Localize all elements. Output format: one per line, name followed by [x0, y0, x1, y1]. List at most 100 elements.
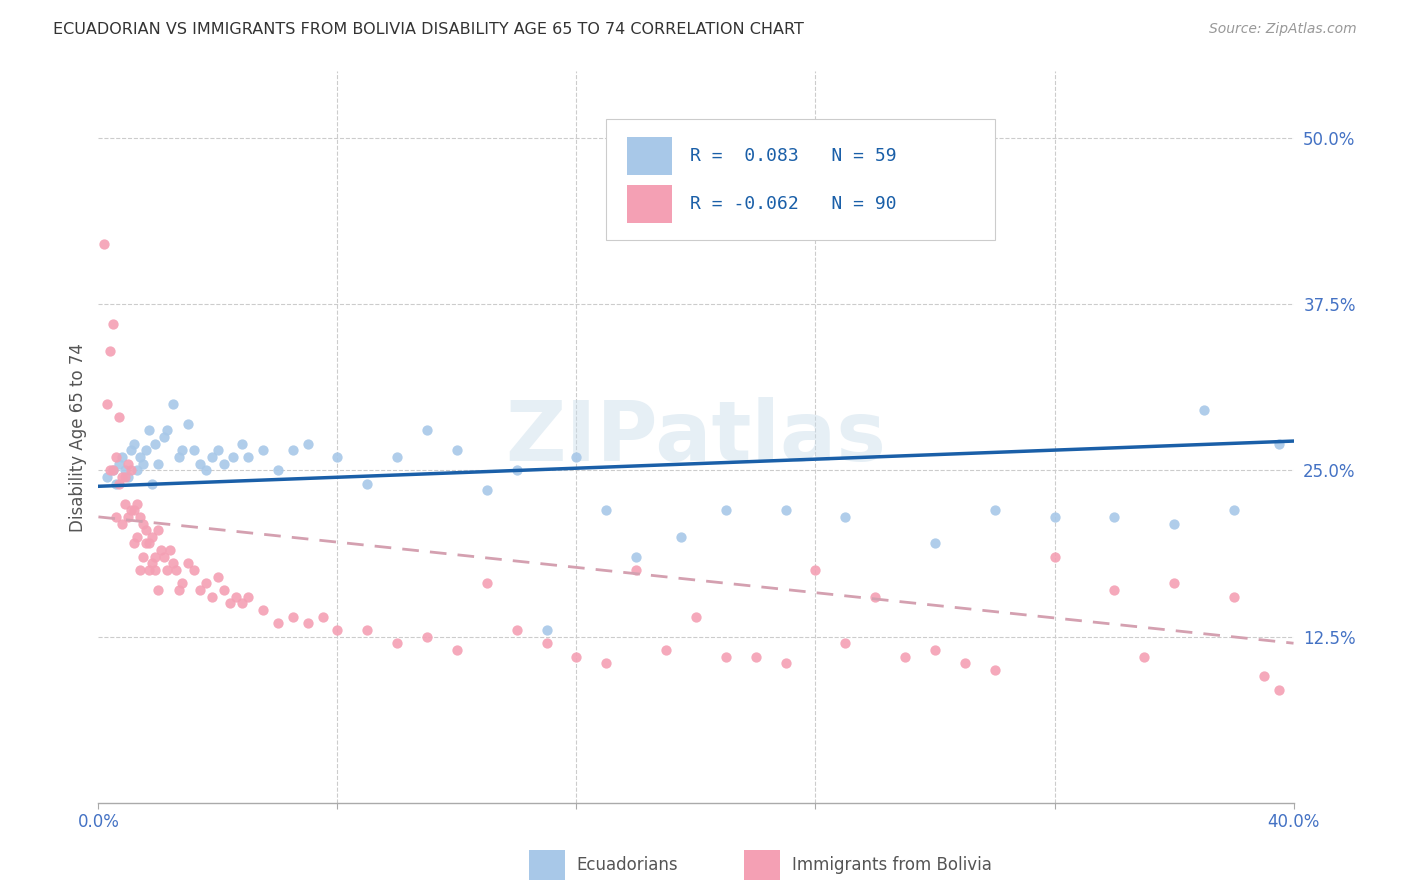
- Point: [135, 536, 157, 550]
- Point: [924, 536, 946, 550]
- Point: [231, 596, 253, 610]
- Point: [267, 616, 290, 631]
- Y-axis label: Disability Age 65 to 74: Disability Age 65 to 74: [69, 343, 87, 532]
- Text: R =  0.083   N = 59: R = 0.083 N = 59: [690, 147, 897, 165]
- Point: [117, 457, 139, 471]
- Point: [167, 582, 190, 597]
- Point: [108, 410, 131, 425]
- Point: [714, 649, 737, 664]
- Point: [132, 516, 155, 531]
- Point: [167, 450, 190, 464]
- Point: [129, 563, 152, 577]
- Point: [626, 549, 648, 564]
- Point: [595, 503, 617, 517]
- Point: [356, 476, 378, 491]
- Point: [207, 443, 229, 458]
- Point: [111, 470, 134, 484]
- Point: [924, 643, 946, 657]
- Point: [159, 543, 181, 558]
- Point: [98, 463, 122, 477]
- Point: [595, 656, 617, 670]
- Point: [105, 509, 128, 524]
- Point: [138, 563, 160, 577]
- Point: [685, 609, 707, 624]
- Point: [222, 450, 245, 464]
- Point: [506, 623, 529, 637]
- Point: [114, 497, 136, 511]
- Point: [297, 436, 319, 450]
- Point: [385, 636, 409, 650]
- Point: [150, 543, 173, 558]
- Point: [1043, 549, 1066, 564]
- Point: [177, 417, 200, 431]
- Point: [138, 536, 160, 550]
- FancyBboxPatch shape: [744, 850, 780, 880]
- Point: [775, 503, 797, 517]
- Point: [669, 530, 692, 544]
- Point: [127, 463, 149, 477]
- Point: [129, 450, 152, 464]
- Point: [177, 557, 200, 571]
- Point: [129, 509, 152, 524]
- Point: [132, 457, 155, 471]
- Point: [1253, 669, 1275, 683]
- Point: [1133, 649, 1156, 664]
- Point: [105, 450, 128, 464]
- Point: [714, 503, 737, 517]
- Point: [231, 436, 253, 450]
- Point: [446, 443, 468, 458]
- Point: [195, 463, 218, 477]
- Point: [326, 623, 349, 637]
- FancyBboxPatch shape: [529, 850, 565, 880]
- Point: [188, 457, 211, 471]
- Point: [1104, 509, 1126, 524]
- Point: [148, 523, 170, 537]
- Point: [219, 596, 242, 610]
- Text: R = -0.062   N = 90: R = -0.062 N = 90: [690, 194, 897, 213]
- Point: [120, 503, 142, 517]
- Point: [117, 470, 139, 484]
- Point: [156, 563, 179, 577]
- Text: Ecuadorians: Ecuadorians: [576, 856, 678, 874]
- Point: [165, 563, 187, 577]
- Point: [626, 563, 648, 577]
- Point: [745, 649, 768, 664]
- Point: [475, 576, 498, 591]
- Point: [1223, 590, 1246, 604]
- Point: [96, 397, 118, 411]
- Point: [111, 450, 134, 464]
- Point: [506, 463, 529, 477]
- Point: [111, 516, 134, 531]
- Point: [385, 450, 409, 464]
- FancyBboxPatch shape: [606, 119, 995, 240]
- Text: ECUADORIAN VS IMMIGRANTS FROM BOLIVIA DISABILITY AGE 65 TO 74 CORRELATION CHART: ECUADORIAN VS IMMIGRANTS FROM BOLIVIA DI…: [53, 22, 804, 37]
- Point: [1043, 509, 1066, 524]
- Point: [984, 503, 1007, 517]
- Point: [108, 457, 131, 471]
- Point: [416, 424, 439, 438]
- Point: [135, 443, 157, 458]
- Point: [127, 530, 149, 544]
- Point: [446, 643, 468, 657]
- Point: [103, 463, 125, 477]
- Point: [114, 470, 136, 484]
- Point: [356, 623, 378, 637]
- Point: [416, 630, 439, 644]
- Point: [267, 463, 290, 477]
- Point: [183, 443, 205, 458]
- Point: [188, 582, 211, 597]
- Point: [138, 424, 160, 438]
- Point: [153, 549, 176, 564]
- Point: [153, 430, 176, 444]
- Point: [120, 443, 142, 458]
- Point: [141, 476, 163, 491]
- Point: [124, 536, 146, 550]
- Point: [536, 636, 558, 650]
- Point: [141, 530, 163, 544]
- Point: [475, 483, 498, 498]
- FancyBboxPatch shape: [627, 185, 672, 223]
- Point: [1267, 436, 1289, 450]
- Point: [1223, 503, 1246, 517]
- Point: [143, 563, 166, 577]
- Text: Source: ZipAtlas.com: Source: ZipAtlas.com: [1209, 22, 1357, 37]
